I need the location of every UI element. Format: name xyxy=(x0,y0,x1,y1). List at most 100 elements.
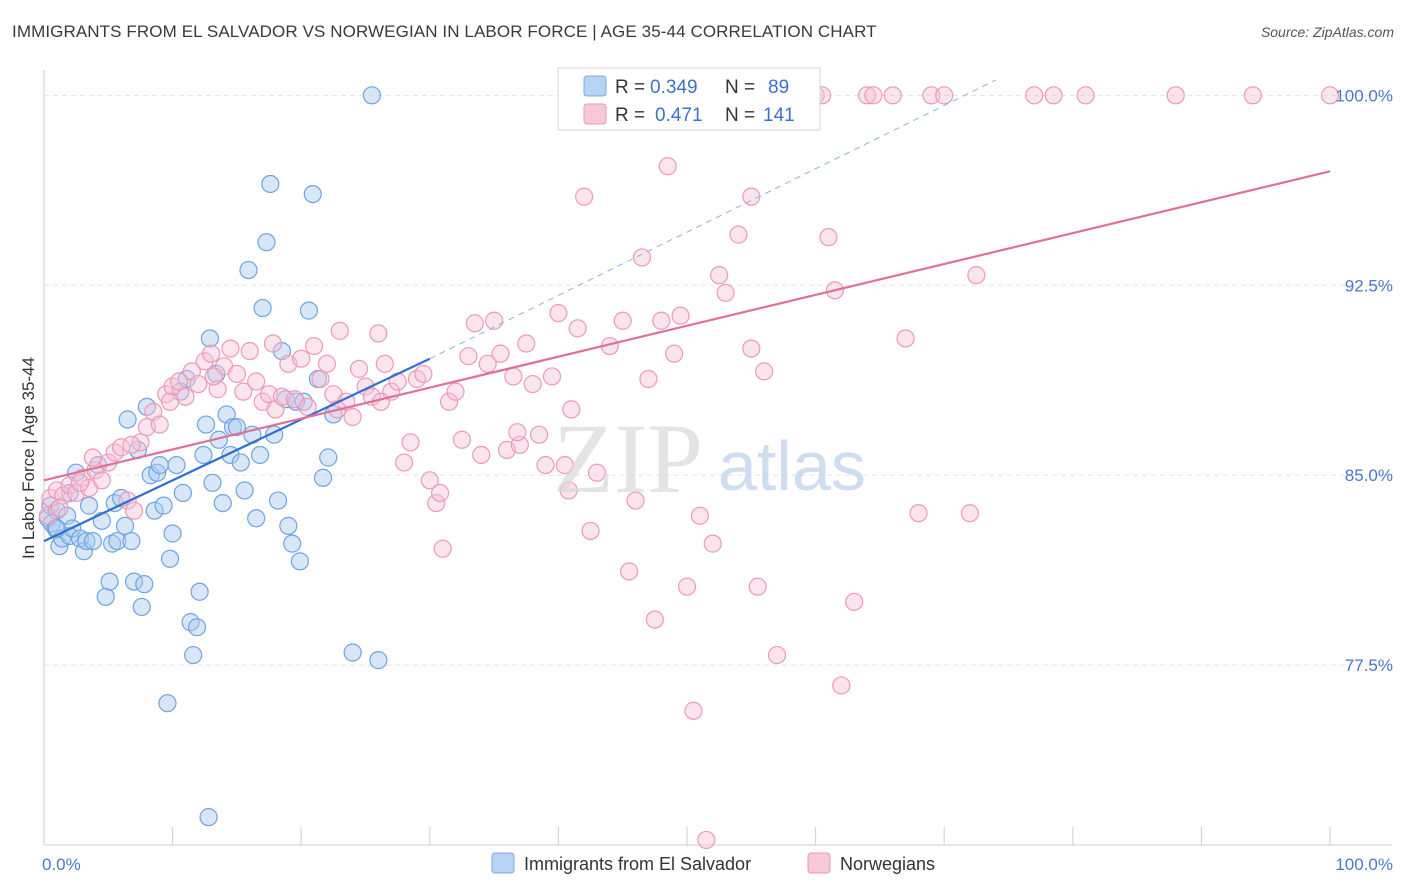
point-el-salvador xyxy=(167,455,186,475)
trend-line-norwegians xyxy=(43,170,1331,482)
point-norwegian xyxy=(465,314,484,333)
point-norwegian xyxy=(83,448,102,467)
y-tick-label: 92.5% xyxy=(1345,276,1393,295)
stats-swatch-pink xyxy=(583,103,607,125)
point-el-salvador xyxy=(103,534,122,553)
point-norwegian xyxy=(536,455,555,475)
point-el-salvador xyxy=(268,491,288,510)
point-el-salvador xyxy=(231,453,250,472)
point-el-salvador xyxy=(283,534,302,553)
point-el-salvador xyxy=(83,531,102,551)
point-norwegian xyxy=(485,311,504,330)
point-el-salvador xyxy=(279,516,298,535)
point-norwegian xyxy=(414,364,433,384)
point-el-salvador xyxy=(77,531,96,551)
point-norwegian xyxy=(472,445,491,465)
point-el-salvador xyxy=(196,415,216,434)
y-axis-label: In Labor Force | Age 35-44 xyxy=(19,357,38,559)
point-norwegian xyxy=(508,423,527,442)
point-el-salvador xyxy=(132,597,151,617)
point-norwegian xyxy=(845,592,864,611)
chart-title: IMMIGRANTS FROM EL SALVADOR VS NORWEGIAN… xyxy=(12,22,877,41)
point-el-salvador xyxy=(154,496,173,515)
point-norwegian xyxy=(227,364,246,384)
point-el-salvador xyxy=(100,572,119,591)
stats-n-value-pink: 141 xyxy=(763,105,795,126)
point-el-salvador xyxy=(343,643,362,662)
point-norwegian xyxy=(645,610,664,629)
point-el-salvador xyxy=(369,651,388,670)
point-norwegian xyxy=(671,306,690,325)
point-norwegian xyxy=(935,86,954,105)
point-norwegian xyxy=(491,344,510,363)
point-norwegian xyxy=(369,324,388,343)
point-el-salvador xyxy=(194,445,213,465)
axes xyxy=(43,70,1392,846)
point-norwegian xyxy=(394,453,414,472)
point-norwegian xyxy=(349,359,369,378)
point-norwegian xyxy=(555,455,574,475)
point-norwegian xyxy=(1076,86,1095,105)
point-el-salvador xyxy=(319,448,338,467)
point-norwegian xyxy=(169,372,189,391)
point-el-salvador xyxy=(247,509,266,528)
point-norwegian xyxy=(343,407,362,427)
point-norwegian xyxy=(909,504,928,523)
stats-swatch-blue xyxy=(583,75,607,97)
point-norwegian xyxy=(433,539,452,558)
point-norwegian xyxy=(710,266,729,285)
point-norwegian xyxy=(748,577,767,596)
point-norwegian xyxy=(626,491,645,510)
point-norwegian xyxy=(1044,86,1063,105)
point-norwegian xyxy=(562,400,581,419)
point-el-salvador xyxy=(79,496,99,515)
legend-label-el-salvador: Immigrants from El Salvador xyxy=(524,854,751,874)
point-norwegian xyxy=(883,86,902,105)
point-norwegian xyxy=(690,506,709,525)
point-norwegian xyxy=(703,534,722,553)
point-norwegian xyxy=(304,336,324,356)
point-norwegian xyxy=(160,392,180,411)
point-norwegian xyxy=(202,344,221,363)
point-norwegian xyxy=(729,225,748,244)
point-norwegian xyxy=(234,382,253,401)
point-norwegian xyxy=(530,425,549,444)
point-el-salvador xyxy=(108,531,127,551)
stats-r-label-pink: R = xyxy=(615,105,645,126)
point-norwegian xyxy=(375,354,394,373)
point-norwegian xyxy=(523,374,542,394)
point-norwegian xyxy=(1320,86,1340,105)
point-el-salvador xyxy=(261,174,280,194)
point-el-salvador xyxy=(313,468,333,487)
point-norwegian xyxy=(767,645,787,665)
y-tick-label: 85.0% xyxy=(1345,466,1393,485)
point-norwegian xyxy=(263,334,283,353)
point-el-salvador xyxy=(207,364,226,384)
watermark-atlas: atlas xyxy=(718,427,866,505)
series-norwegians-points xyxy=(38,86,1340,850)
point-norwegian xyxy=(1166,86,1185,105)
point-el-salvador xyxy=(150,455,169,475)
point-el-salvador xyxy=(290,552,310,571)
point-el-salvador xyxy=(250,445,270,465)
point-norwegian xyxy=(632,248,652,267)
legend-label-norwegians: Norwegians xyxy=(840,854,935,874)
point-el-salvador xyxy=(203,473,222,492)
point-el-salvador xyxy=(190,582,209,601)
point-norwegian xyxy=(459,347,478,366)
point-norwegian xyxy=(960,504,980,523)
point-norwegian xyxy=(575,187,594,206)
point-norwegian xyxy=(716,283,735,302)
y-tick-label: 100.0% xyxy=(1335,86,1393,105)
point-norwegian xyxy=(221,339,240,358)
point-norwegian xyxy=(427,493,446,513)
point-el-salvador xyxy=(227,418,246,437)
tick-labels: 77.5% 85.0% 92.5% 100.0% 0.0% 100.0% xyxy=(42,86,1393,874)
point-norwegian xyxy=(620,562,639,581)
trend-lines xyxy=(43,79,1331,543)
point-norwegian xyxy=(70,473,90,492)
point-norwegian xyxy=(549,304,568,323)
point-el-salvador xyxy=(303,185,322,204)
stats-r-label-blue: R = xyxy=(615,77,645,98)
